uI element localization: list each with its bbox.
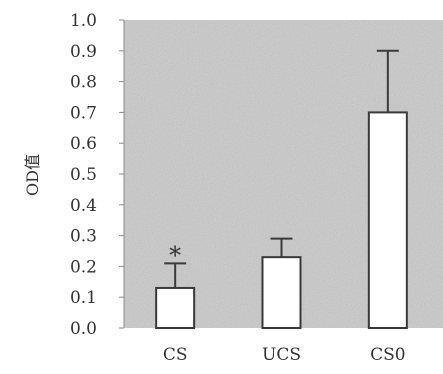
y-tick-label: 0.8 (70, 73, 97, 93)
y-tick-label: 0.7 (70, 103, 97, 123)
y-tick-label: 1.0 (70, 11, 97, 31)
y-tick-label: 0.1 (70, 288, 97, 308)
category-labels: CS UCS CS0 (163, 345, 406, 365)
y-tick-label: 0.9 (70, 42, 97, 62)
y-tick-label: 0.4 (70, 196, 97, 216)
y-axis-title: OD值 (23, 154, 42, 196)
significance-marker: * (169, 241, 181, 269)
y-tick-label: 0.0 (70, 319, 97, 339)
bar-ucs (261, 256, 302, 329)
x-category-label: UCS (262, 345, 301, 365)
y-ticks: 0.0 0.1 0.2 0.3 0.4 0.5 0.6 0.7 0.8 0.9 1.0 (70, 11, 124, 339)
bar-cs0 (367, 111, 408, 330)
y-tick-label: 0.6 (70, 134, 97, 154)
y-tick-label: 0.5 (70, 165, 97, 185)
y-tick-label: 0.3 (70, 227, 97, 247)
y-tick-label: 0.2 (70, 257, 97, 277)
x-category-label: CS0 (370, 345, 405, 365)
x-category-label: CS (163, 345, 188, 365)
bars: * (155, 49, 408, 330)
bar-cs (155, 286, 196, 329)
